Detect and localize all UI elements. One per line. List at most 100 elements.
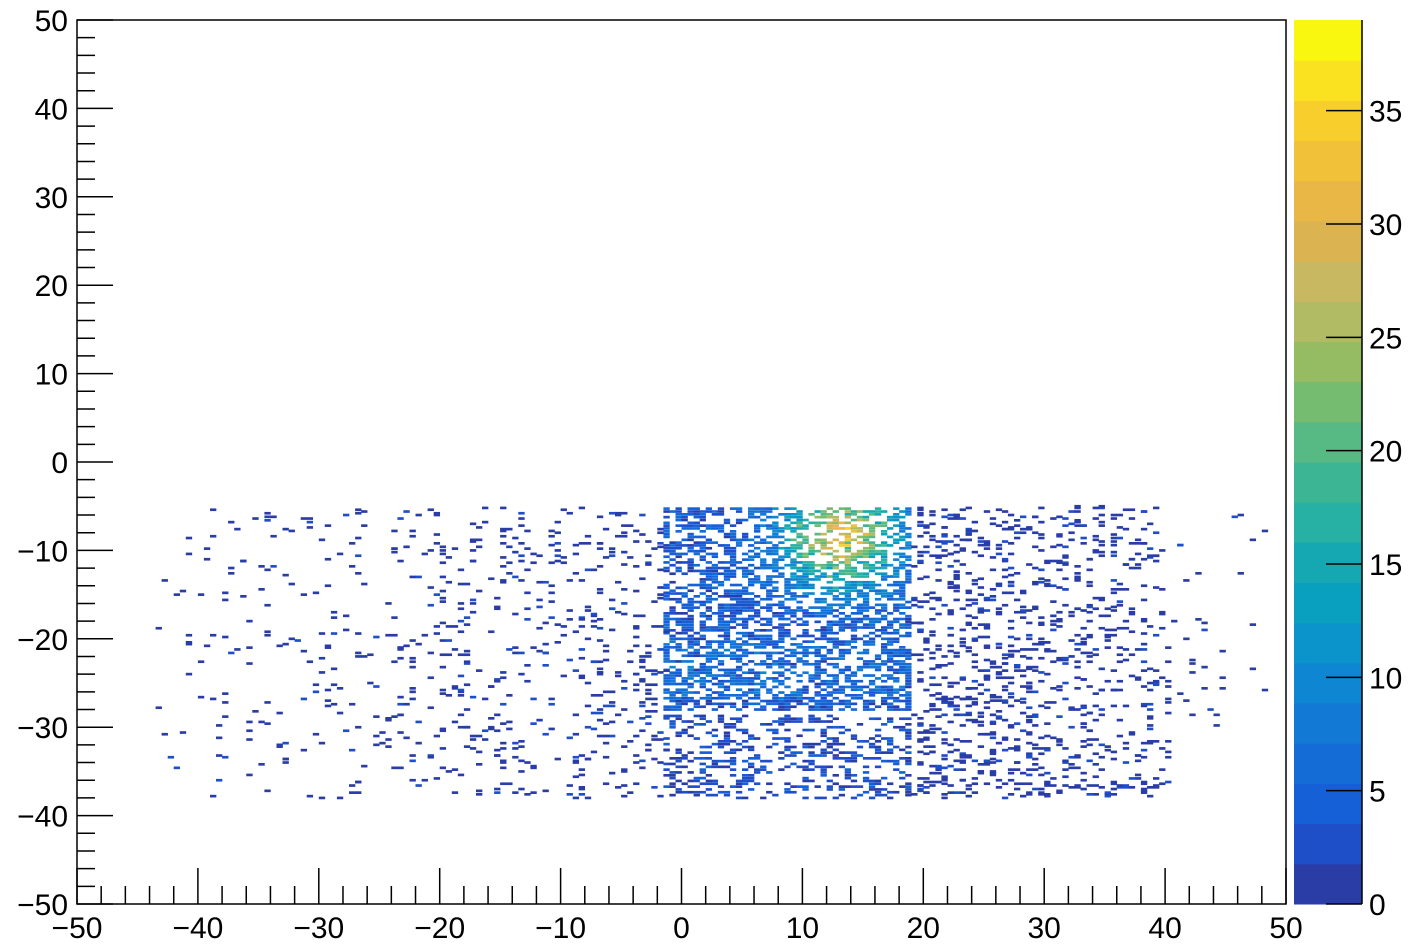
heatmap-cell xyxy=(729,530,737,533)
heatmap-cell xyxy=(917,628,924,632)
heatmap-cell xyxy=(596,694,604,697)
heatmap-cell xyxy=(584,725,592,729)
heatmap-cell xyxy=(1153,683,1160,687)
heatmap-cell xyxy=(1001,540,1009,543)
heatmap-cell xyxy=(699,603,706,607)
heatmap-cell xyxy=(602,782,610,786)
heatmap-cell xyxy=(735,643,743,646)
heatmap-cell xyxy=(645,722,652,725)
heatmap-cell xyxy=(324,688,332,692)
heatmap-cell xyxy=(905,679,912,683)
heatmap-cell xyxy=(723,578,731,581)
heatmap-cell xyxy=(856,694,864,697)
heatmap-cell xyxy=(790,566,797,570)
heatmap-cell xyxy=(766,541,773,544)
heatmap-cell xyxy=(1062,759,1069,763)
heatmap-cell xyxy=(1116,688,1124,692)
heatmap-cell xyxy=(887,535,894,539)
heatmap-cell xyxy=(693,535,700,539)
heatmap-cell xyxy=(1001,510,1009,513)
heatmap-cell xyxy=(977,770,985,773)
heatmap-cell xyxy=(778,705,785,709)
heatmap-cell xyxy=(554,531,561,535)
heatmap-cell xyxy=(796,541,803,544)
heatmap-cell xyxy=(1128,542,1136,545)
heatmap-cell xyxy=(228,572,235,575)
heatmap-cell xyxy=(808,677,815,680)
heatmap-cell xyxy=(772,728,779,732)
heatmap-cell xyxy=(1056,534,1063,538)
heatmap-cell xyxy=(469,695,477,699)
heatmap-cell xyxy=(917,671,924,674)
heatmap-cell xyxy=(1074,510,1081,513)
heatmap-cell xyxy=(1038,616,1045,619)
heatmap-cell xyxy=(1153,740,1160,743)
heatmap-cell xyxy=(766,592,773,595)
heatmap-cell xyxy=(699,679,706,683)
heatmap-cell xyxy=(748,592,755,595)
heatmap-cell xyxy=(264,515,271,519)
heatmap-cell xyxy=(488,725,495,729)
heatmap-cell xyxy=(312,591,320,595)
heatmap-cell xyxy=(874,513,882,516)
heatmap-cell xyxy=(1110,540,1118,543)
heatmap-cell xyxy=(778,513,785,516)
heatmap-cell xyxy=(633,782,640,786)
heatmap-cell xyxy=(766,597,773,601)
heatmap-cell xyxy=(748,583,755,587)
heatmap-cell xyxy=(373,743,380,747)
heatmap-cell xyxy=(887,737,894,740)
heatmap-cell xyxy=(578,618,586,621)
heatmap-cell xyxy=(723,640,731,643)
heatmap-cell xyxy=(1098,513,1105,517)
heatmap-cell xyxy=(675,530,682,533)
heatmap-cell xyxy=(663,532,670,536)
heatmap-cell xyxy=(977,711,985,715)
heatmap-cell xyxy=(735,544,743,547)
heatmap-cell xyxy=(361,510,368,513)
heatmap-cell xyxy=(899,694,906,697)
heatmap-cell xyxy=(397,695,404,699)
heatmap-cell xyxy=(887,563,894,567)
heatmap-cell xyxy=(995,508,1003,512)
heatmap-cell xyxy=(887,751,894,754)
heatmap-cell xyxy=(796,660,803,663)
heatmap-cell xyxy=(850,759,858,763)
heatmap-cell xyxy=(735,617,743,621)
heatmap-cell xyxy=(887,575,894,578)
heatmap-cell xyxy=(772,563,779,567)
heatmap-cell xyxy=(675,691,682,694)
heatmap-cell xyxy=(790,696,797,700)
heatmap-cell xyxy=(760,597,767,601)
heatmap-cell xyxy=(826,530,833,533)
heatmap-cell xyxy=(687,583,694,587)
heatmap-cell xyxy=(681,682,688,686)
heatmap-cell xyxy=(862,524,870,527)
heatmap-cell xyxy=(584,796,592,800)
heatmap-cell xyxy=(838,555,846,559)
heatmap-cell xyxy=(748,765,755,769)
heatmap-cell xyxy=(657,625,664,628)
heatmap-cell xyxy=(663,527,670,530)
heatmap-cell xyxy=(735,595,743,598)
heatmap-cell xyxy=(439,665,447,669)
heatmap-cell xyxy=(518,524,525,527)
heatmap-cell xyxy=(772,679,779,683)
heatmap-cell xyxy=(518,517,525,520)
heatmap-cell xyxy=(983,646,991,649)
heatmap-cell xyxy=(971,529,979,533)
heatmap-cell xyxy=(802,538,809,542)
heatmap-cell xyxy=(887,631,894,635)
heatmap-cell xyxy=(784,586,791,590)
heatmap-cell xyxy=(772,569,779,573)
heatmap-cell xyxy=(796,765,803,769)
heatmap-cell xyxy=(862,518,870,522)
heatmap-cell xyxy=(584,609,592,612)
heatmap-cell xyxy=(899,561,906,564)
heatmap-cell xyxy=(790,612,797,615)
heatmap-cell xyxy=(965,784,972,787)
heatmap-cell xyxy=(1044,579,1051,582)
heatmap-cell xyxy=(421,552,428,556)
heatmap-cell xyxy=(264,789,271,793)
heatmap-cell xyxy=(826,637,833,641)
